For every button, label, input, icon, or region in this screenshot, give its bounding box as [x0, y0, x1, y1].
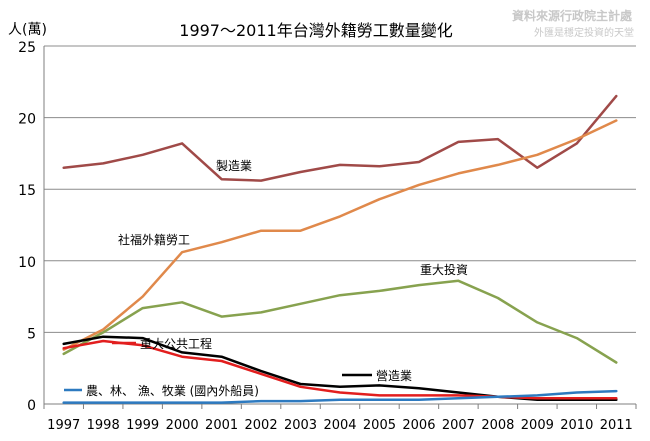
x-tick-label: 2005	[363, 418, 396, 433]
x-tick-label: 2011	[600, 418, 633, 433]
y-tick-label: 10	[18, 255, 36, 271]
chart-title: 1997～2011年台灣外籍勞工數量變化	[179, 21, 452, 40]
series-line-5	[62, 389, 618, 404]
x-tick-label: 2002	[245, 418, 278, 433]
x-tick-label: 2008	[481, 418, 514, 433]
x-tick-label: 2006	[402, 418, 435, 433]
x-tick-label: 2009	[521, 418, 554, 433]
series-line-0	[62, 94, 618, 182]
series-label-2: 重大投資	[420, 262, 468, 277]
x-tick-label: 2007	[442, 418, 475, 433]
x-tick-label: 2003	[284, 418, 317, 433]
x-tick-label: 2001	[205, 418, 238, 433]
x-tick-label: 1998	[87, 418, 120, 433]
series-label-4: 重大公共工程	[140, 336, 212, 351]
y-tick-label: 20	[18, 112, 36, 128]
series-lines	[62, 94, 618, 404]
y-tick-label: 15	[18, 183, 36, 199]
series-line-1	[62, 119, 618, 351]
axes: 0 5 10 15 20 25 1997 1998 1999 2000 2001 2002 2003 20…	[18, 40, 637, 433]
x-tick-label: 1999	[126, 418, 159, 433]
series-label-0: 製造業	[216, 159, 252, 173]
x-tick-label: 1997	[47, 418, 80, 433]
series-line-4	[62, 339, 618, 400]
x-tick-label: 2004	[323, 418, 356, 433]
gridlines	[44, 45, 636, 333]
series-label-3: 營造業	[376, 369, 412, 383]
series-label-1: 社福外籍勞工	[118, 232, 190, 247]
series-line-2	[62, 279, 618, 364]
series-label-5: 農、林、 漁、牧業 (國內外船員)	[86, 384, 259, 398]
x-tick-label: 2010	[560, 418, 593, 433]
y-tick-label: 25	[18, 40, 36, 56]
source-watermark: 資料來源行政院主計處	[512, 8, 632, 23]
x-tick-label: 2000	[166, 418, 199, 433]
source-tagline: 外匯是穩定投資的天堂	[534, 26, 634, 39]
y-tick-label: 5	[27, 326, 36, 342]
y-axis-label: 人(萬)	[8, 22, 47, 38]
y-tick-label: 0	[27, 398, 36, 414]
